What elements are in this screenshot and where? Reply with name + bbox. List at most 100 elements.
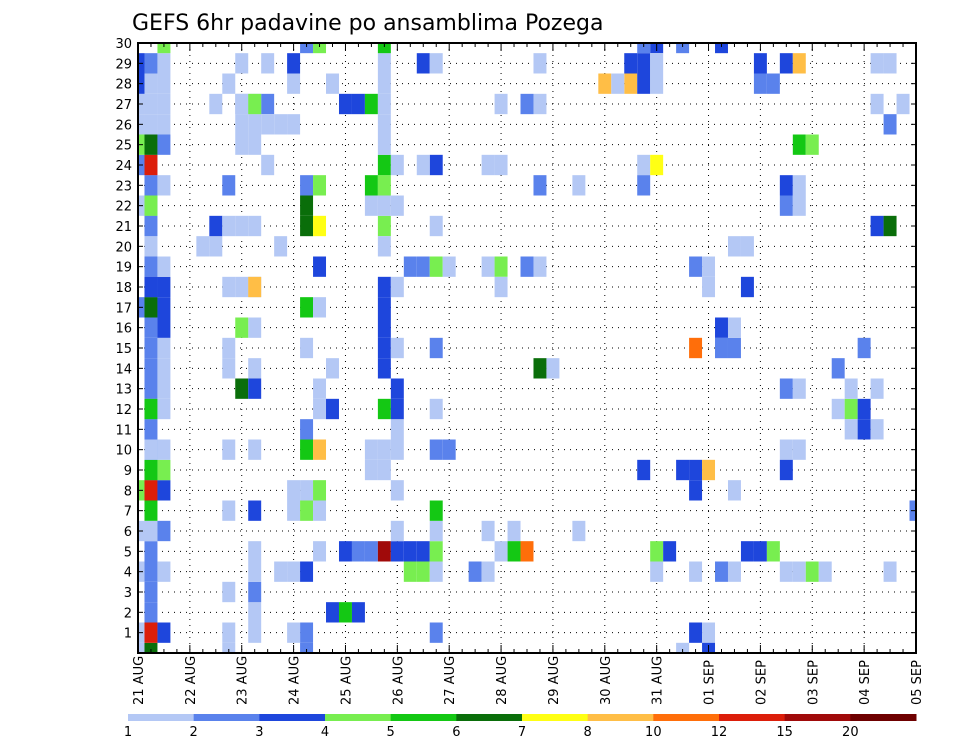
legend-swatch	[259, 714, 326, 721]
heatmap-cell	[248, 358, 262, 379]
legend-label: 3	[255, 725, 263, 740]
heatmap-cell	[144, 134, 158, 155]
legend-label: 20	[842, 725, 859, 740]
heatmap-cell	[715, 317, 728, 338]
heatmap-cell	[144, 297, 158, 318]
heatmap-cell	[753, 73, 767, 94]
legend-swatch	[784, 714, 851, 721]
heatmap-cell	[779, 378, 793, 399]
legend-swatch	[522, 714, 589, 721]
heatmap-cell	[144, 602, 158, 623]
y-tick-label: 18	[115, 281, 132, 296]
heatmap-cell	[779, 53, 793, 74]
heatmap-cell	[689, 480, 703, 501]
heatmap-cell	[740, 276, 754, 298]
heatmap-cell	[403, 561, 417, 582]
heatmap-cell	[144, 439, 158, 460]
y-tick-label: 26	[115, 118, 132, 133]
heatmap-cell	[222, 622, 236, 643]
heatmap-cell	[261, 154, 275, 176]
y-tick-label: 19	[115, 261, 132, 276]
heatmap-cell	[533, 358, 547, 379]
heatmap-cell	[779, 561, 793, 582]
x-tick-label: 02 SEP	[754, 660, 769, 705]
heatmap-cell	[313, 500, 327, 521]
heatmap-cell	[779, 439, 793, 460]
heatmap-cell	[338, 541, 352, 562]
heatmap-cell	[883, 53, 897, 74]
heatmap-cell	[248, 93, 262, 115]
heatmap-cell	[377, 114, 391, 135]
heatmap-cell	[390, 439, 404, 460]
heatmap-cell	[429, 561, 443, 582]
y-tick-label: 10	[115, 444, 132, 459]
y-tick-label: 3	[124, 586, 132, 601]
y-tick-label: 25	[115, 139, 132, 154]
heatmap-cell	[222, 337, 236, 359]
heatmap-cell	[157, 480, 171, 501]
heatmap-cell	[313, 297, 327, 318]
heatmap-cell	[377, 175, 391, 196]
heatmap-cell	[637, 43, 651, 54]
heatmap-cell	[157, 398, 171, 420]
x-tick-label: 29 AUG	[547, 656, 562, 705]
heatmap-cell	[650, 541, 664, 562]
heatmap-cell	[779, 459, 793, 481]
heatmap-cell	[805, 134, 819, 155]
heatmap-cell	[377, 73, 391, 94]
heatmap-cell	[416, 154, 430, 176]
heatmap-cell	[377, 459, 391, 481]
heatmap-cell	[727, 480, 741, 501]
heatmap-cell	[507, 541, 521, 562]
heatmap-cell	[300, 642, 314, 653]
heatmap-cell	[481, 256, 495, 277]
heatmap-cell	[844, 419, 858, 440]
heatmap-cell	[740, 236, 754, 257]
heatmap-cell	[261, 93, 275, 115]
heatmap-cell	[144, 256, 158, 277]
heatmap-cell	[157, 175, 171, 196]
x-tick-label: 21 AUG	[132, 656, 147, 705]
y-tick-label: 24	[115, 159, 132, 174]
y-tick-label: 4	[124, 566, 132, 581]
heatmap-cell	[429, 398, 443, 420]
x-tick-label: 25 AUG	[339, 656, 354, 705]
heatmap-cell	[650, 53, 664, 74]
heatmap-cell	[507, 520, 521, 542]
heatmap-cell	[676, 43, 690, 54]
heatmap-cell	[429, 622, 443, 643]
heatmap-cell	[144, 378, 158, 399]
chart-title: GEFS 6hr padavine po ansamblima Pozega	[132, 11, 603, 36]
heatmap-cells	[138, 43, 916, 653]
heatmap-cell	[157, 520, 171, 542]
heatmap-cell	[300, 419, 314, 440]
heatmap-cell	[157, 561, 171, 582]
heatmap-cell	[702, 276, 716, 298]
heatmap-cell	[831, 358, 845, 379]
heatmap-cell	[429, 439, 443, 460]
heatmap-cell	[870, 215, 884, 237]
legend-swatch	[325, 714, 392, 721]
heatmap-cell	[326, 358, 339, 379]
heatmap-cell	[144, 480, 158, 501]
heatmap-cell	[274, 561, 288, 582]
heatmap-cell	[403, 541, 417, 562]
heatmap-cell	[144, 195, 158, 216]
heatmap-cell	[144, 398, 158, 420]
heatmap-cell	[857, 419, 871, 440]
heatmap-cell	[364, 175, 378, 196]
x-tick-label: 23 AUG	[236, 656, 251, 705]
y-tick-label: 17	[115, 301, 132, 316]
heatmap-cell	[300, 500, 314, 521]
heatmap-cell	[235, 53, 249, 74]
heatmap-cell	[857, 398, 871, 420]
heatmap-cell	[364, 459, 378, 481]
y-tick-label: 7	[124, 505, 132, 520]
heatmap-cell	[209, 236, 223, 257]
y-tick-label: 21	[115, 220, 132, 235]
heatmap-cell	[144, 317, 158, 338]
heatmap-cell	[248, 602, 262, 623]
x-tick-label: 05 SEP	[910, 660, 925, 705]
legend-label: 5	[387, 725, 395, 740]
heatmap-cell	[896, 93, 910, 115]
